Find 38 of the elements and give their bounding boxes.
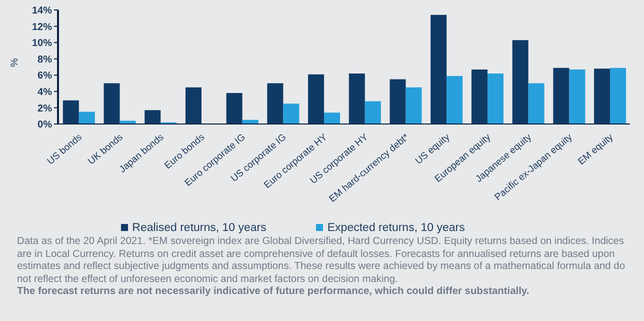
bar	[144, 110, 161, 124]
y-tick-label: 6%	[38, 70, 52, 82]
bar	[487, 74, 504, 124]
bar	[78, 112, 95, 124]
bar	[512, 40, 528, 124]
bar	[569, 69, 586, 124]
bar	[267, 83, 284, 124]
y-tick-label: 8%	[38, 54, 52, 66]
bar	[364, 101, 381, 124]
bar	[406, 87, 422, 124]
bar	[348, 74, 365, 124]
bar	[308, 74, 324, 124]
y-tick-label: 0%	[38, 120, 52, 131]
bar	[226, 93, 242, 124]
bar	[104, 83, 120, 124]
y-axis-title: %	[10, 58, 21, 67]
bar	[390, 79, 406, 124]
bar	[471, 69, 488, 124]
bar	[62, 100, 79, 124]
bar	[528, 83, 544, 124]
bar	[185, 87, 202, 124]
bar	[594, 68, 610, 124]
bar	[446, 76, 463, 124]
bar	[430, 14, 447, 124]
bar	[120, 120, 136, 124]
y-tick-label: 12%	[32, 22, 52, 33]
bar	[283, 104, 300, 124]
text: Data as of the 20 April 2021. *EM sovereign index are Global Diversified, Hard Currency USD. Equity returns based on indices. Indices are in Local Currency. Returns on credit asset are comprehensive of default losses. Forecasts for annualised returns are based upon estimates and reflect subjective judgments and assumptions. These results were achieved by means of a mathematical formula and do not reflect the effect of unforeseen economic and market factors on decision making.	[17, 236, 625, 285]
legend-label: Expected returns, 10 years	[327, 222, 465, 234]
text: The forecast returns are not necessarily indicative of future performance, which could differ substantially.	[17, 286, 530, 299]
y-tick-label: 2%	[38, 103, 52, 114]
y-tick-label: 4%	[38, 86, 52, 98]
legend-label: Realised returns, 10 years	[132, 222, 266, 234]
bar	[553, 68, 570, 124]
bar	[324, 112, 340, 124]
y-tick-label: 10%	[32, 38, 52, 50]
y-tick-label: 14%	[32, 6, 52, 17]
bar	[610, 68, 626, 124]
